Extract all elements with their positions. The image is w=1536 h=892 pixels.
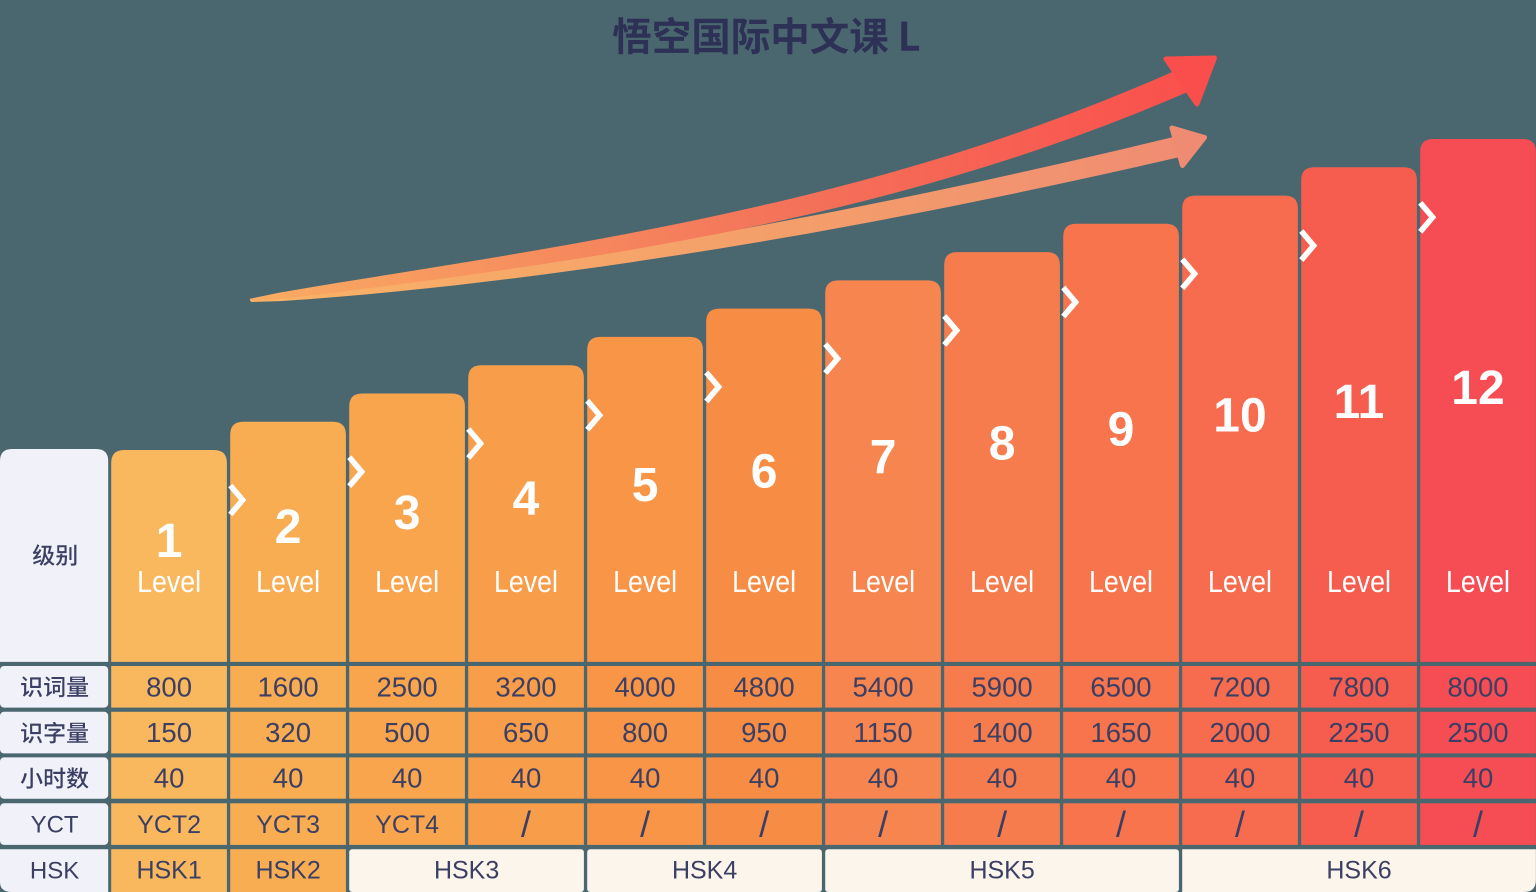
svg-text:1600: 1600 bbox=[258, 671, 319, 702]
svg-text:2250: 2250 bbox=[1328, 717, 1389, 748]
svg-text:Level: Level bbox=[1327, 565, 1391, 599]
svg-text:40: 40 bbox=[511, 763, 542, 794]
svg-text:HSK4: HSK4 bbox=[672, 857, 737, 885]
svg-text:500: 500 bbox=[384, 717, 430, 748]
svg-text:/: / bbox=[1354, 804, 1364, 845]
svg-text:2000: 2000 bbox=[1209, 717, 1270, 748]
svg-text:2: 2 bbox=[275, 501, 302, 554]
svg-text:40: 40 bbox=[1344, 763, 1375, 794]
svg-text:Level: Level bbox=[970, 565, 1034, 599]
svg-text:/: / bbox=[1116, 804, 1126, 845]
svg-text:HSK3: HSK3 bbox=[434, 857, 499, 885]
svg-text:5: 5 bbox=[632, 459, 659, 512]
svg-text:40: 40 bbox=[1463, 763, 1494, 794]
svg-text:/: / bbox=[1235, 804, 1245, 845]
svg-text:YCT2: YCT2 bbox=[137, 811, 201, 839]
svg-text:6500: 6500 bbox=[1090, 671, 1151, 702]
svg-text:950: 950 bbox=[741, 717, 787, 748]
svg-text:Level: Level bbox=[375, 565, 439, 599]
svg-text:5900: 5900 bbox=[972, 671, 1033, 702]
svg-text:7: 7 bbox=[870, 431, 897, 484]
svg-text:40: 40 bbox=[392, 763, 423, 794]
svg-text:7200: 7200 bbox=[1209, 671, 1270, 702]
svg-text:3200: 3200 bbox=[495, 671, 556, 702]
svg-text:HSK2: HSK2 bbox=[255, 857, 320, 885]
svg-text:Level: Level bbox=[851, 565, 915, 599]
svg-text:5400: 5400 bbox=[853, 671, 914, 702]
svg-text:Level: Level bbox=[494, 565, 558, 599]
svg-text:YCT4: YCT4 bbox=[375, 811, 439, 839]
svg-text:HSK1: HSK1 bbox=[136, 857, 201, 885]
svg-text:40: 40 bbox=[154, 763, 185, 794]
svg-text:11: 11 bbox=[1334, 376, 1385, 429]
svg-text:/: / bbox=[521, 804, 531, 845]
svg-text:Level: Level bbox=[137, 565, 201, 599]
svg-text:7800: 7800 bbox=[1328, 671, 1389, 702]
svg-text:HSK5: HSK5 bbox=[969, 857, 1034, 885]
svg-text:40: 40 bbox=[1106, 763, 1137, 794]
svg-text:9: 9 bbox=[1108, 404, 1135, 457]
svg-text:8: 8 bbox=[989, 418, 1016, 471]
svg-text:800: 800 bbox=[622, 717, 668, 748]
svg-text:40: 40 bbox=[868, 763, 899, 794]
svg-text:4000: 4000 bbox=[615, 671, 676, 702]
svg-text:Level: Level bbox=[256, 565, 320, 599]
svg-text:Level: Level bbox=[1208, 565, 1272, 599]
svg-text:YCT3: YCT3 bbox=[256, 811, 320, 839]
svg-text:10: 10 bbox=[1213, 390, 1266, 443]
svg-text:1150: 1150 bbox=[854, 717, 913, 748]
svg-text:40: 40 bbox=[630, 763, 661, 794]
svg-text:40: 40 bbox=[273, 763, 304, 794]
svg-text:YCT: YCT bbox=[31, 812, 79, 839]
svg-text:HSK6: HSK6 bbox=[1326, 857, 1391, 885]
svg-text:40: 40 bbox=[749, 763, 780, 794]
svg-text:/: / bbox=[878, 804, 888, 845]
svg-text:/: / bbox=[640, 804, 650, 845]
svg-text:Level: Level bbox=[1089, 565, 1153, 599]
svg-text:2500: 2500 bbox=[1447, 717, 1508, 748]
svg-text:Level: Level bbox=[613, 565, 677, 599]
svg-text:1400: 1400 bbox=[972, 717, 1033, 748]
svg-text:320: 320 bbox=[265, 717, 311, 748]
svg-text:1650: 1650 bbox=[1090, 717, 1151, 748]
svg-text:6: 6 bbox=[751, 445, 778, 498]
svg-text:1: 1 bbox=[156, 515, 183, 568]
svg-text:40: 40 bbox=[1225, 763, 1256, 794]
svg-text:Level: Level bbox=[732, 565, 796, 599]
svg-text:Level: Level bbox=[1446, 565, 1510, 599]
svg-text:40: 40 bbox=[987, 763, 1018, 794]
svg-text:8000: 8000 bbox=[1447, 671, 1508, 702]
svg-text:800: 800 bbox=[146, 671, 192, 702]
svg-text:/: / bbox=[1473, 804, 1483, 845]
svg-text:/: / bbox=[759, 804, 769, 845]
svg-text:3: 3 bbox=[394, 487, 421, 540]
svg-text:650: 650 bbox=[503, 717, 549, 748]
svg-text:/: / bbox=[997, 804, 1007, 845]
svg-text:4800: 4800 bbox=[734, 671, 795, 702]
svg-text:150: 150 bbox=[146, 717, 192, 748]
svg-text:2500: 2500 bbox=[377, 671, 438, 702]
svg-text:12: 12 bbox=[1451, 362, 1504, 415]
svg-text:HSK: HSK bbox=[30, 857, 79, 884]
svg-text:4: 4 bbox=[513, 473, 540, 526]
